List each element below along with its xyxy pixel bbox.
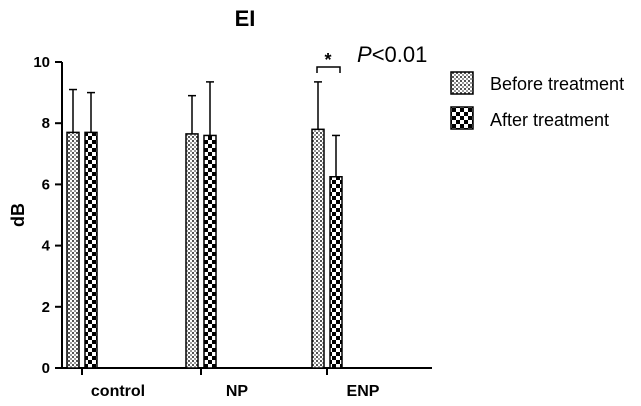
legend: Before treatment After treatment: [450, 71, 624, 130]
category-label-control: control: [91, 383, 145, 400]
y-tick-label: 8: [42, 115, 50, 132]
y-tick-label: 0: [42, 360, 50, 377]
p-value-label: P<0.01: [357, 42, 427, 67]
bar-np-before: [185, 133, 199, 369]
bar-np-after: [203, 134, 217, 369]
bar-control-after: [84, 131, 98, 369]
legend-swatch-after: [450, 106, 474, 130]
bar-enp-before: [311, 128, 325, 369]
p-value-letter: P: [357, 42, 372, 67]
legend-label-before: Before treatment: [490, 74, 624, 94]
legend-swatch-before: [450, 71, 474, 95]
y-tick-label: 6: [42, 176, 50, 193]
bar-enp-after: [329, 176, 343, 369]
chart-title: EI: [235, 6, 256, 31]
legend-label-after: After treatment: [490, 110, 609, 130]
category-label-enp: ENP: [347, 383, 380, 400]
bar-control-before: [66, 131, 80, 369]
significance-star: *: [324, 50, 331, 70]
y-tick-label: 10: [33, 54, 50, 71]
y-tick-label: 2: [42, 299, 50, 316]
p-value-rest: <0.01: [372, 42, 428, 67]
category-label-np: NP: [226, 383, 249, 400]
significance-bracket: [316, 66, 341, 73]
significance-annotation: * P<0.01: [316, 42, 427, 73]
y-axis-label: dB: [8, 203, 28, 227]
y-tick-label: 4: [42, 238, 51, 255]
